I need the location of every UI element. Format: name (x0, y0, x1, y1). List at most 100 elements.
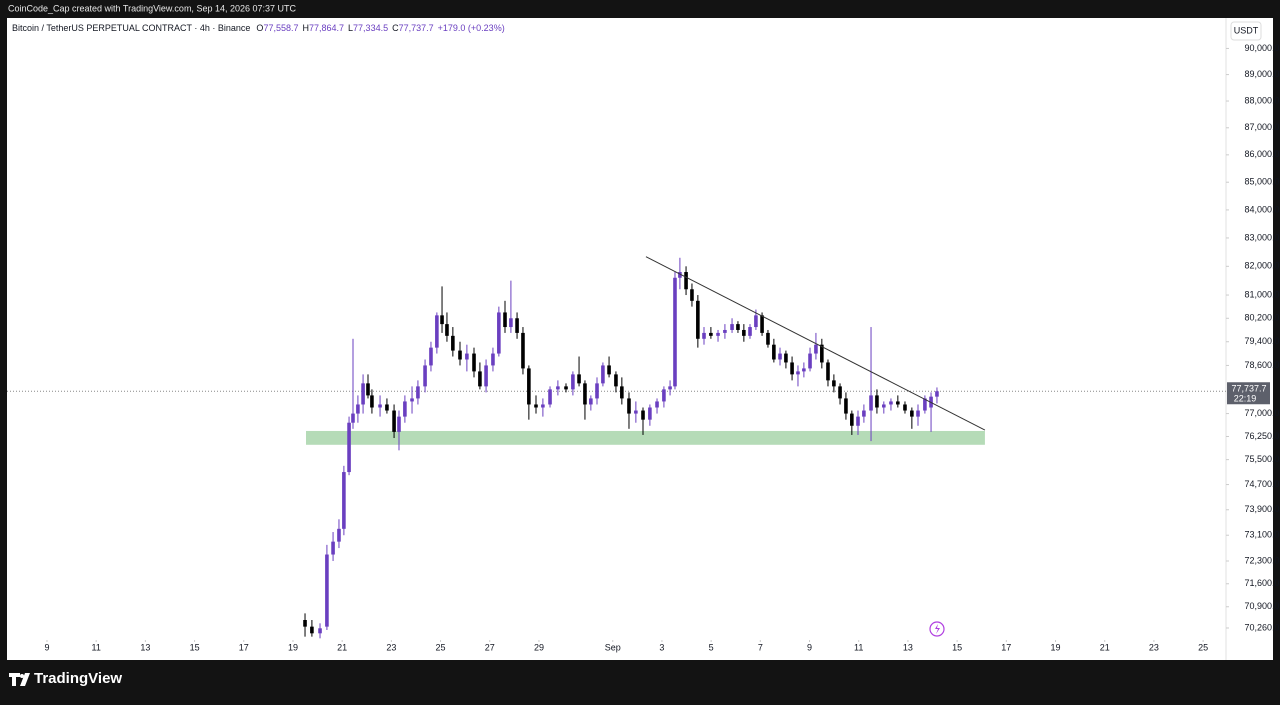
candle-body (614, 374, 618, 387)
change: +179.0 (+0.23%) (438, 23, 505, 33)
x-tick-label: 29 (534, 642, 544, 652)
candle-body (844, 398, 848, 414)
candle-body (589, 398, 593, 405)
candle-body (403, 401, 407, 417)
candle-body (655, 401, 659, 408)
currency-box (1230, 21, 1262, 41)
candle-body (709, 332, 713, 336)
candle-body (916, 410, 920, 417)
candle-body (903, 404, 907, 411)
price-tag-label: 77,737.7 (1231, 384, 1266, 394)
candle-body (478, 371, 482, 387)
x-tick-label: 9 (807, 642, 812, 652)
candle-body (790, 362, 794, 375)
y-tick-label: 75,500.0 (1244, 454, 1279, 464)
candle-body (491, 353, 495, 366)
symbol: Bitcoin / TetherUS PERPETUAL CONTRACT · … (12, 23, 250, 33)
candle-body (856, 416, 860, 426)
event-icon[interactable] (929, 621, 945, 637)
candle-body (923, 398, 927, 411)
candle-body (583, 383, 587, 405)
candle-body (723, 329, 727, 333)
candle-body (385, 404, 389, 411)
y-tick-label: 72,300.0 (1244, 555, 1279, 565)
candle-body (465, 353, 469, 360)
candle-body (595, 383, 599, 399)
x-tick-label: 23 (1149, 642, 1159, 652)
candle-body (509, 318, 513, 328)
candle-body (435, 315, 439, 348)
candle-body (910, 410, 914, 417)
candle-body (548, 389, 552, 405)
ohlc-key: C (392, 23, 399, 33)
candle-body (351, 413, 355, 423)
candle-body (784, 353, 788, 363)
x-tick-label: Sep (605, 642, 621, 652)
candle-body (458, 350, 462, 360)
candle-body (370, 395, 374, 408)
candle-body (850, 413, 854, 426)
y-tick-label: 80,200.0 (1244, 313, 1279, 323)
candle-body (397, 416, 401, 432)
ohlc-value: 77,864.7 (309, 23, 344, 33)
y-tick-label: 89,000.0 (1244, 69, 1279, 79)
candle-body (838, 386, 842, 399)
x-tick-label: 13 (140, 642, 150, 652)
candle-body (429, 347, 433, 366)
candle-body (472, 353, 476, 372)
x-tick-label: 15 (952, 642, 962, 652)
candle-body (716, 332, 720, 336)
x-tick-label: 19 (1051, 642, 1061, 652)
candle-body (826, 362, 830, 381)
y-tick-label: 81,000.0 (1244, 289, 1279, 299)
candle-body (772, 344, 776, 360)
y-tick-label: 70,900.0 (1244, 601, 1279, 611)
y-tick-label: 74,700.0 (1244, 479, 1279, 489)
candle-body (318, 628, 322, 634)
x-tick-label: 27 (485, 642, 495, 652)
candle-body (366, 383, 370, 396)
candle-body (760, 315, 764, 333)
candle-body (766, 332, 770, 345)
candle-body (778, 353, 782, 360)
candle-body (627, 398, 631, 414)
candle-body (564, 386, 568, 390)
x-tick-label: 25 (436, 642, 446, 652)
ohlc-key: L (348, 23, 353, 33)
y-tick-label: 88,000.0 (1244, 95, 1279, 105)
candle-body (668, 386, 672, 390)
candle-body (662, 389, 666, 402)
y-tick-label: 77,000.0 (1244, 408, 1279, 418)
x-tick-label: 25 (1198, 642, 1208, 652)
support-zone (306, 430, 985, 445)
candle-body (440, 315, 444, 325)
candle-body (484, 365, 488, 387)
symbol-header: Bitcoin / TetherUS PERPETUAL CONTRACT · … (12, 23, 505, 33)
candle-body (935, 391, 939, 397)
candle-body (534, 404, 538, 408)
candle-body (378, 404, 382, 408)
candle-body (571, 374, 575, 390)
y-tick-label: 70,260.0 (1244, 622, 1279, 632)
y-tick-label: 83,000.0 (1244, 232, 1279, 242)
candle-body (310, 626, 314, 634)
x-tick-label: 21 (337, 642, 347, 652)
x-tick-label: 7 (758, 642, 763, 652)
candle-body (303, 619, 307, 627)
x-tick-label: 3 (659, 642, 664, 652)
candle-body (673, 277, 677, 387)
candle-body (875, 395, 879, 408)
candle-body (869, 395, 873, 411)
x-tick-label: 17 (239, 642, 249, 652)
watermark: CoinCode_Cap created with TradingView.co… (8, 3, 297, 13)
candle-body (541, 404, 545, 408)
candle-body (331, 541, 335, 555)
candle-body (702, 332, 706, 339)
x-tick-label: 13 (903, 642, 913, 652)
price-tag (1227, 382, 1270, 405)
candle-body (690, 289, 694, 301)
candle-body (882, 404, 886, 408)
event-bolt (935, 624, 940, 634)
countdown: 22:19 (1234, 394, 1257, 404)
y-tick-label: 90,000.0 (1244, 43, 1279, 53)
